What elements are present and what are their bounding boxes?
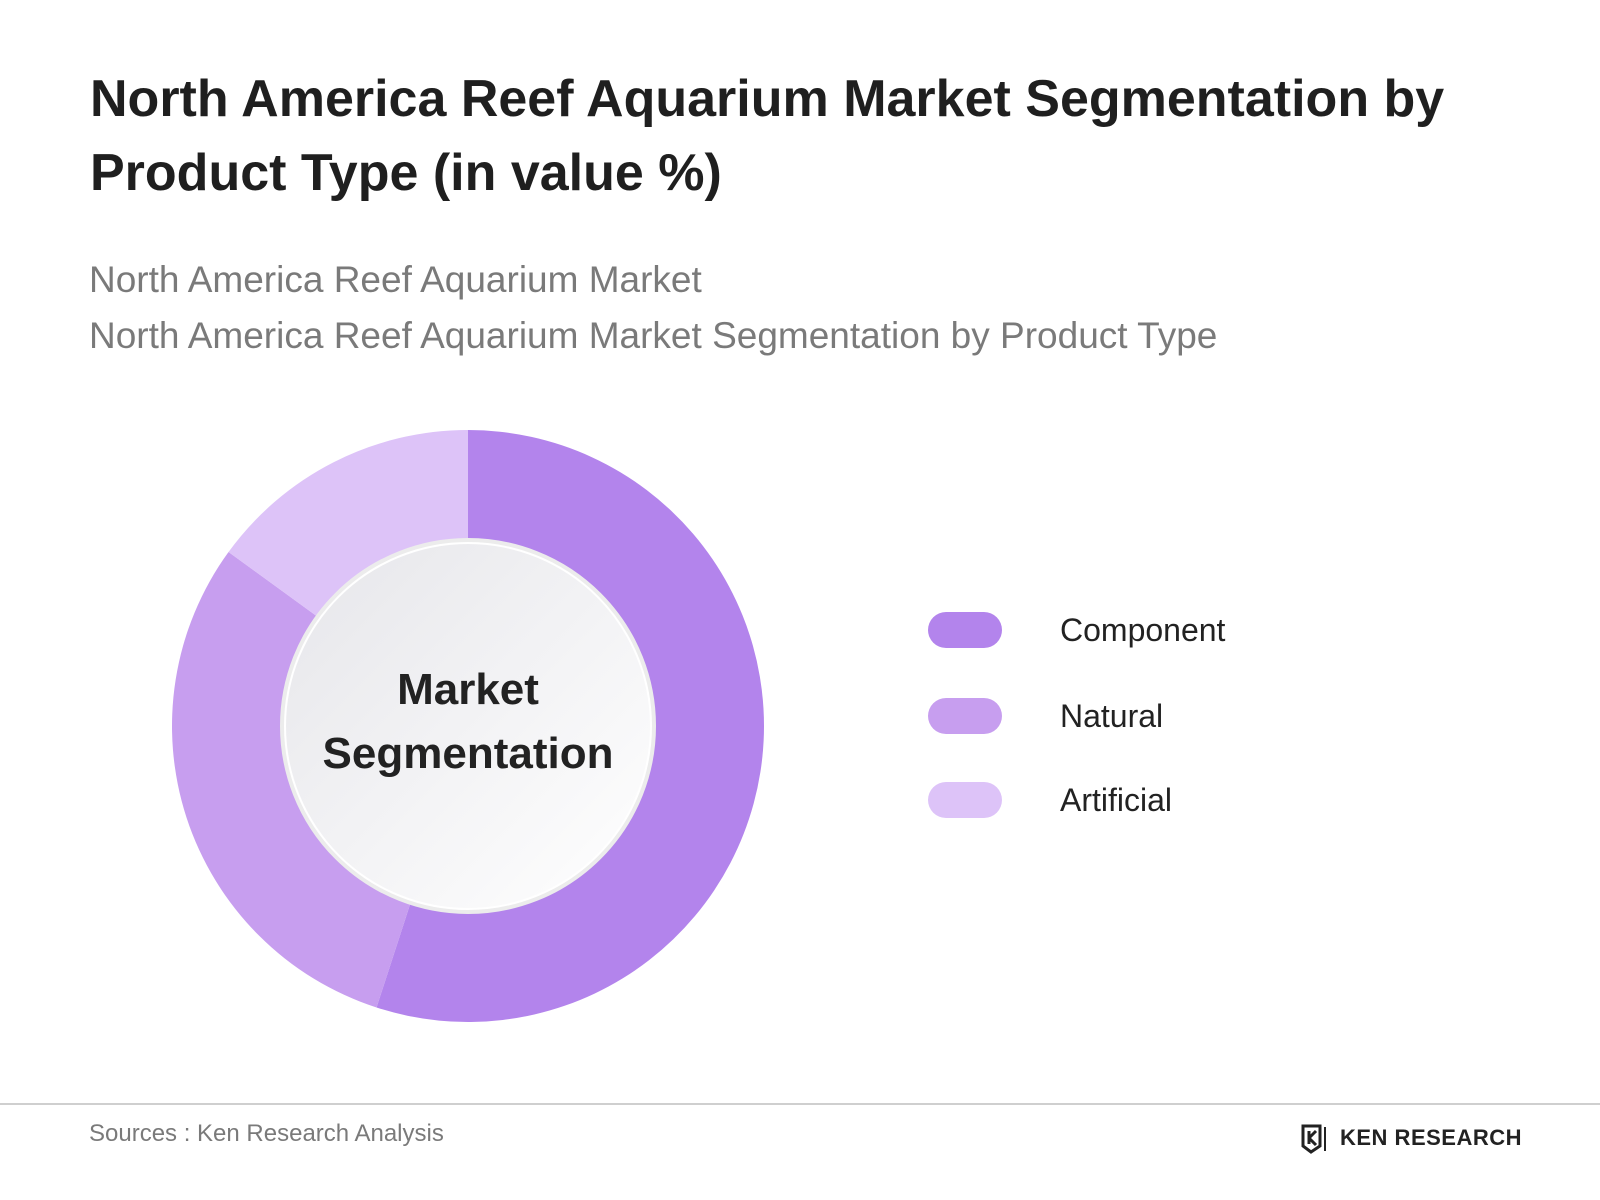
donut-slice-component	[376, 430, 764, 1022]
chart-title: North America Reef Aquarium Market Segme…	[90, 70, 1445, 202]
legend-swatch-natural	[928, 698, 1002, 734]
legend-label-component: Component	[1060, 612, 1226, 648]
legend-swatch-component	[928, 612, 1002, 648]
center-label-line2: Segmentation	[322, 729, 614, 778]
chart-subtitle-segmentation: North America Reef Aquarium Market Segme…	[89, 315, 1218, 356]
legend-item-component: Component	[928, 610, 1328, 650]
ken-logo-icon	[1301, 1124, 1326, 1154]
legend-item-artificial: Artificial	[928, 780, 1328, 820]
source-note: Sources : Ken Research Analysis	[89, 1120, 444, 1147]
footer-divider	[0, 1103, 1600, 1105]
chart-subtitle-market: North America Reef Aquarium Market	[89, 259, 702, 300]
legend-item-natural: Natural	[928, 696, 1328, 736]
legend-label-natural: Natural	[1060, 698, 1164, 734]
center-label-line1: Market	[397, 665, 539, 714]
brand-text: KEN RESEARCH	[1340, 1125, 1523, 1150]
donut-slice-artificial	[228, 430, 468, 621]
legend-label-artificial: Artificial	[1060, 782, 1173, 818]
legend-swatch-artificial	[928, 782, 1002, 818]
donut-center-label: Market Segmentation	[283, 658, 653, 786]
donut-center-fill	[286, 544, 650, 908]
